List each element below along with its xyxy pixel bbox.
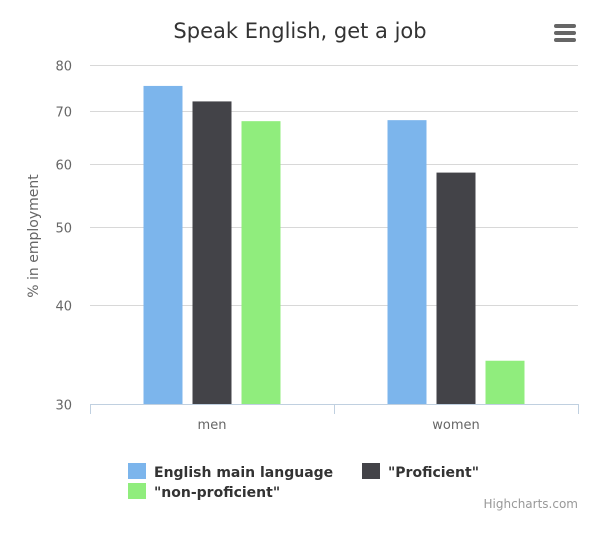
bars xyxy=(143,85,525,405)
legend-label: English main language xyxy=(154,465,333,481)
y-tick-label: 50 xyxy=(55,222,72,237)
y-tick-label: 80 xyxy=(55,60,72,75)
legend-swatch xyxy=(362,463,380,479)
chart-title: Speak English, get a job xyxy=(173,19,426,43)
bar[interactable] xyxy=(436,172,476,404)
bar[interactable] xyxy=(241,121,281,405)
bar[interactable] xyxy=(485,360,525,404)
legend-swatch xyxy=(128,463,146,479)
legend-item[interactable]: "non-proficient" xyxy=(128,483,280,501)
bar[interactable] xyxy=(192,101,232,405)
y-tick-label: 30 xyxy=(55,399,72,414)
x-axis-labels: men women xyxy=(198,418,480,433)
x-axis xyxy=(90,404,579,414)
legend-swatch xyxy=(128,483,146,499)
legend-label: "Proficient" xyxy=(388,465,479,481)
y-tick-label: 60 xyxy=(55,159,72,174)
y-tick-label: 40 xyxy=(55,300,72,315)
bar[interactable] xyxy=(387,120,427,404)
credits-link[interactable]: Highcharts.com xyxy=(484,497,578,511)
legend-item[interactable]: "Proficient" xyxy=(362,463,479,481)
y-tick-label: 70 xyxy=(55,106,72,121)
legend: English main language "Proficient" "non-pr… xyxy=(128,463,479,501)
x-tick-label: women xyxy=(432,418,480,433)
y-axis-title: % in employment xyxy=(26,174,42,298)
hamburger-menu-icon[interactable] xyxy=(548,18,580,46)
bar[interactable] xyxy=(143,85,183,404)
legend-label: "non-proficient" xyxy=(154,485,280,501)
x-tick-label: men xyxy=(198,418,227,433)
legend-item[interactable]: English main language xyxy=(128,463,333,481)
y-axis-labels: 30 40 50 60 70 80 xyxy=(55,60,72,414)
